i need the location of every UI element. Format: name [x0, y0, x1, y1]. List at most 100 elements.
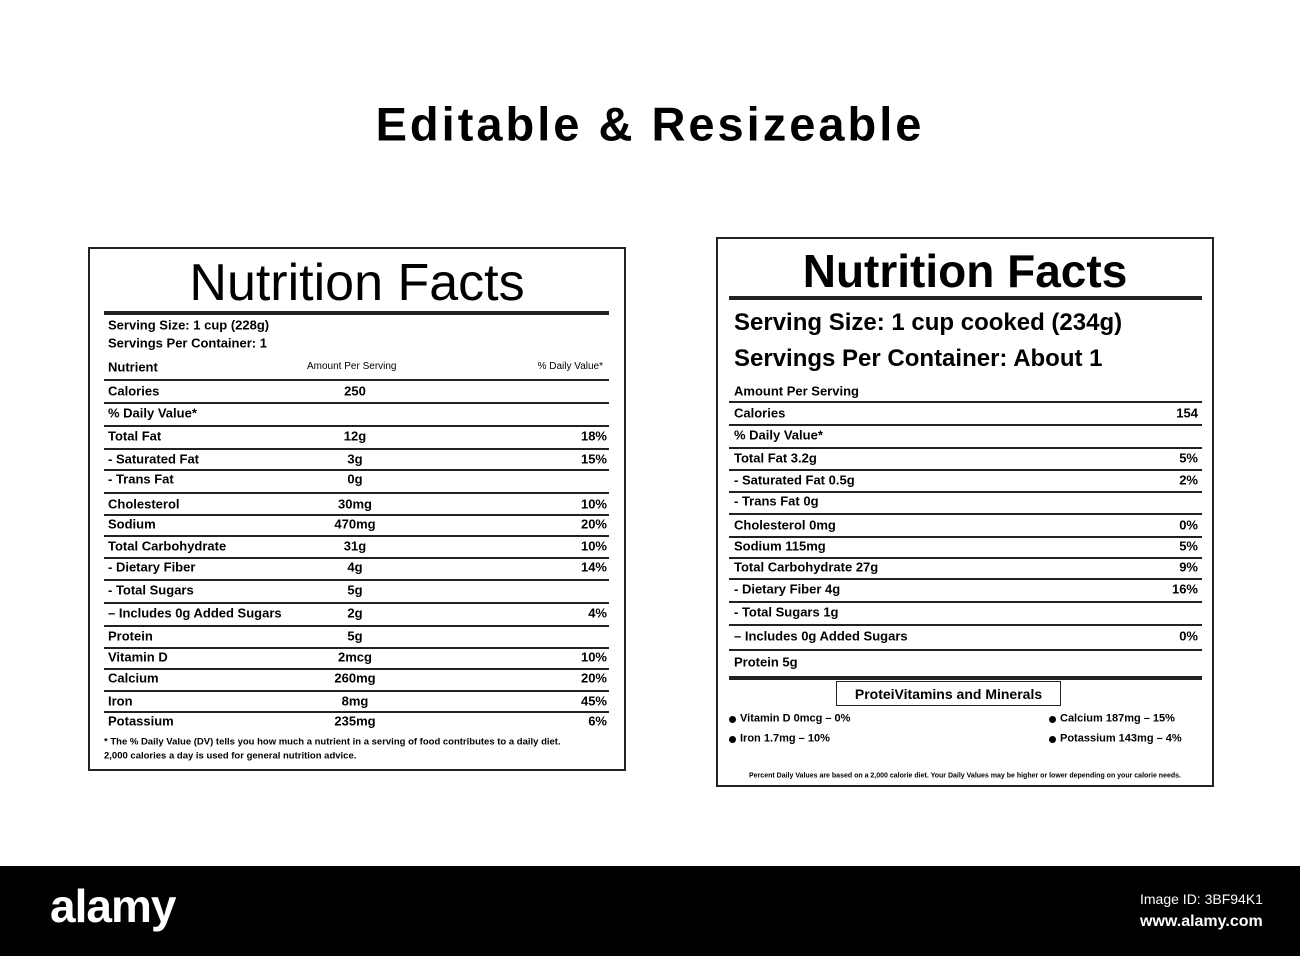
nutrient-amount: 235mg	[334, 713, 376, 729]
nutrient-name: - Saturated Fat	[108, 451, 200, 467]
site: www.alamy.com	[1140, 913, 1263, 930]
nutrient-dv: 4%	[588, 605, 607, 621]
rule	[729, 490, 1202, 493]
nutrient-name: - Dietary Fiber	[108, 559, 196, 575]
rule	[104, 689, 609, 692]
nutrient-name: Cholesterol	[108, 496, 180, 512]
nutrient-name: Total Fat	[108, 428, 162, 444]
nutrient-dv: 16%	[1171, 581, 1198, 597]
label-title: Nutrition Facts	[802, 245, 1128, 297]
nutrient-amount: 470mg	[334, 516, 376, 532]
nutrient-name: Sodium	[108, 516, 156, 532]
footnote: 2,000 calories a day is used for general…	[104, 750, 357, 762]
nutrient-dv: 0%	[1179, 628, 1198, 644]
mineral: Calcium 187mg – 15%	[1060, 712, 1175, 725]
rule	[104, 402, 609, 404]
nutrient-dv: 2%	[1179, 472, 1198, 488]
bullet	[1049, 716, 1056, 723]
minerals-box	[836, 681, 1061, 706]
label-box	[88, 247, 626, 771]
mineral: Vitamin D 0mcg – 0%	[740, 712, 851, 725]
header-amount: Amount Per Serving	[307, 361, 397, 372]
nutrient-dv: 0%	[1179, 517, 1198, 533]
nutrient-name: Calories	[108, 383, 160, 399]
nutrient-name: Calcium	[108, 670, 159, 686]
rule	[729, 446, 1202, 449]
rule	[729, 535, 1202, 538]
nutrient-name: – Includes 0g Added Sugars	[108, 605, 282, 621]
nutrient-name: - Saturated Fat 0.5g	[734, 472, 855, 488]
header-dv: % Daily Value*	[537, 361, 603, 372]
nutrient-name: - Trans Fat	[108, 471, 174, 487]
footnote: Percent Daily Values are based on a 2,00…	[749, 772, 1181, 780]
nutrient-name: Cholesterol 0mg	[734, 517, 836, 533]
nutrient-dv: 10%	[580, 649, 607, 665]
nutrient-name: - Trans Fat 0g	[734, 493, 819, 509]
nutrient-name: Total Carbohydrate 27g	[734, 559, 879, 575]
serving-size: Serving Size: 1 cup (228g)	[108, 317, 270, 333]
nutrient-dv: 9%	[1179, 559, 1198, 575]
image-id: Image ID: 3BF94K1	[1140, 891, 1263, 907]
rule	[104, 646, 609, 649]
nutrient-amount: 4g	[347, 559, 363, 575]
nutrient-dv: 20%	[580, 516, 607, 532]
thick-rule	[729, 296, 1202, 300]
nutrient-name: – Includes 0g Added Sugars	[734, 628, 908, 644]
nutrient-dv: 14%	[580, 559, 607, 575]
rule	[729, 424, 1202, 426]
nutrient-amount: 0g	[347, 471, 363, 487]
nutrient-dv: 45%	[580, 693, 607, 709]
mineral: Potassium 143mg – 4%	[1060, 732, 1182, 745]
rule	[729, 649, 1202, 651]
rule	[104, 491, 609, 494]
thick-rule	[104, 311, 609, 315]
nutrient-dv: 20%	[580, 670, 607, 686]
rule	[104, 379, 609, 381]
rule	[104, 514, 609, 516]
label-box	[716, 237, 1214, 787]
rule	[104, 667, 609, 670]
serving-size: Serving Size: 1 cup cooked (234g)	[734, 309, 1123, 336]
thick-rule	[729, 676, 1202, 680]
nutrient-amount: 260mg	[334, 670, 376, 686]
servings-per-container: Servings Per Container: About 1	[734, 345, 1103, 372]
nutrient-dv: 10%	[580, 496, 607, 512]
nutrient-amount: 5g	[347, 628, 363, 644]
nutrient-dv: 154	[1176, 405, 1198, 421]
minerals-title: ProteiVitamins and Minerals	[854, 686, 1043, 702]
nutrient-amount: 250	[344, 383, 366, 399]
logo: alamy	[50, 880, 176, 932]
nutrient-name: Iron	[108, 693, 133, 709]
nutrient-name: Protein	[108, 628, 153, 644]
nutrient-name: Calories	[734, 405, 786, 421]
nutrient-name: Potassium	[108, 713, 174, 729]
bullet	[729, 716, 736, 723]
nutrient-name: - Total Sugars	[108, 582, 194, 598]
rule	[729, 513, 1202, 515]
rule	[104, 578, 609, 581]
nutrient-name: Protein 5g	[734, 654, 798, 670]
nutrient-dv: 5%	[1179, 538, 1198, 554]
nutrient-name: Vitamin D	[108, 649, 168, 665]
rule	[104, 469, 609, 471]
nutrient-name: - Total Sugars 1g	[734, 604, 839, 620]
rule	[729, 600, 1202, 603]
label-title: Nutrition Facts	[189, 254, 525, 312]
nutrient-dv: 10%	[580, 538, 607, 554]
header-nutrient: Nutrient	[108, 359, 158, 375]
rule	[729, 401, 1202, 403]
nutrient-name: % Daily Value*	[734, 427, 823, 443]
nutrient-dv: 18%	[580, 428, 607, 444]
nutrient-name: % Daily Value*	[108, 405, 197, 421]
mineral: Iron 1.7mg – 10%	[740, 732, 830, 745]
nutrient-name: - Dietary Fiber 4g	[734, 581, 841, 597]
nutrient-amount: 12g	[343, 428, 367, 444]
rule	[729, 578, 1202, 580]
bullet	[729, 736, 736, 743]
nutrient-name: Sodium 115mg	[734, 538, 826, 554]
nutrient-amount: 3g	[347, 451, 363, 467]
nutrient-amount: 5g	[347, 582, 363, 598]
rule	[729, 624, 1202, 626]
nutrient-amount: 2mcg	[338, 649, 372, 665]
